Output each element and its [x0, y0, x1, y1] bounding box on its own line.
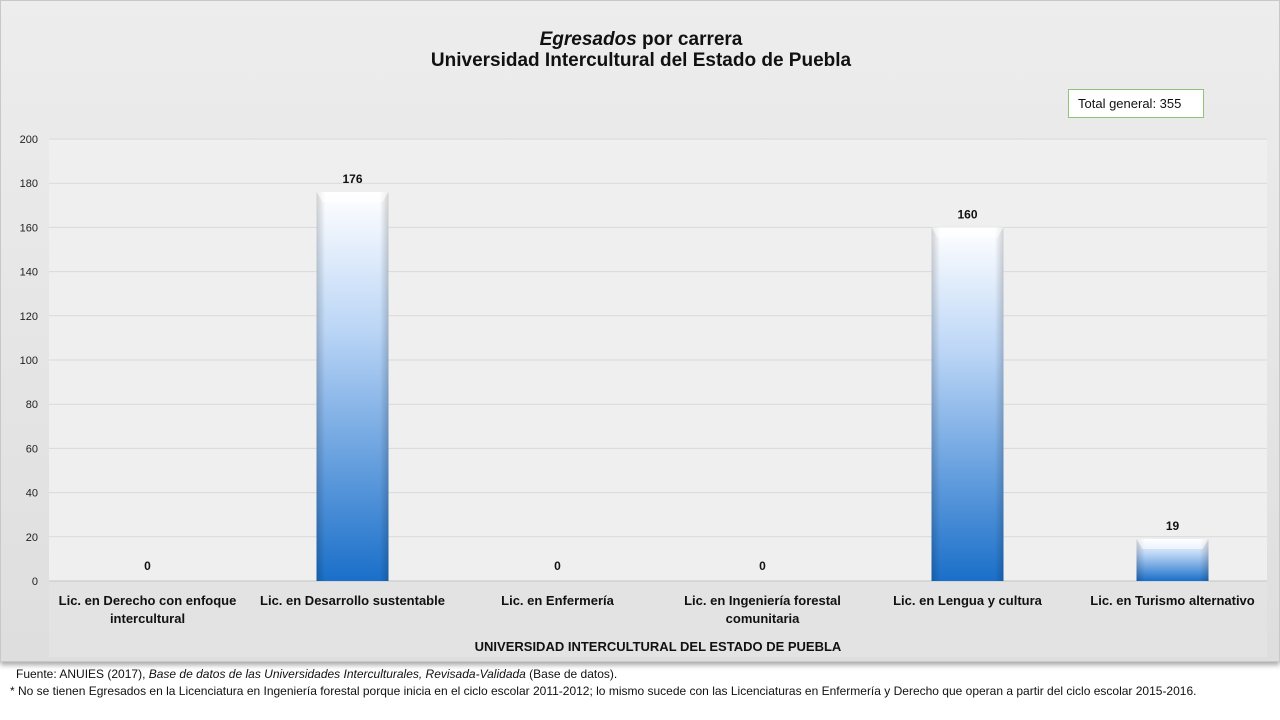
- data-label: 0: [144, 559, 151, 573]
- data-label: 160: [957, 207, 977, 221]
- bar-bevel: [931, 227, 1004, 238]
- bar-group: [1136, 539, 1209, 581]
- data-label: 0: [759, 559, 766, 573]
- source-prefix: Fuente: ANUIES (2017),: [16, 667, 149, 681]
- footer: Fuente: ANUIES (2017), Base de datos de …: [10, 666, 1250, 699]
- source-italic: Base de datos de las Universidades Inter…: [148, 667, 526, 681]
- y-tick-label: 80: [26, 399, 38, 411]
- footnote: * No se tienen Egresados en la Licenciat…: [10, 683, 1197, 698]
- y-tick-label: 180: [20, 178, 38, 190]
- bars: [316, 192, 1209, 582]
- bar-shade: [316, 192, 389, 582]
- data-label: 0: [554, 559, 561, 573]
- chart-subtitle: Universidad Intercultural del Estado de …: [430, 50, 852, 71]
- bar-bevel: [316, 192, 389, 203]
- chart-frame: Egresados por carrera Universidad Interc…: [0, 0, 1280, 662]
- bar-chart: 0 20 40 60 80 100 120 140 160 180 200 0 Lic. en Dere…: [20, 134, 1267, 657]
- data-label: 176: [342, 172, 362, 186]
- chart-title: Egresados por carrera Universidad Interc…: [1, 29, 1280, 71]
- source-line: Fuente: ANUIES (2017), Base de datos de …: [10, 666, 1250, 683]
- y-tick-label: 100: [20, 355, 38, 367]
- x-tick-label: Lic. en Desarrollo sustentable: [260, 593, 445, 608]
- total-general-box: Total general: 355: [1068, 89, 1204, 118]
- bar-group: [931, 227, 1004, 581]
- chart-title-italic: Egresados: [539, 29, 637, 50]
- x-tick-label: Lic. en Turismo alternativo: [1090, 593, 1255, 608]
- x-tick-label: Lic. en Lengua y cultura: [893, 593, 1043, 608]
- y-tick-label: 20: [26, 532, 38, 544]
- y-tick-label: 60: [26, 443, 38, 455]
- y-tick-label: 120: [20, 311, 38, 323]
- y-tick-label: 140: [20, 267, 38, 279]
- y-tick-label: 0: [32, 576, 38, 588]
- chart-title-rest: por carrera: [636, 29, 743, 50]
- bar-group: [316, 192, 389, 582]
- gridlines: [49, 138, 1267, 582]
- y-tick-label: 40: [26, 488, 38, 500]
- source-suffix: (Base de datos).: [525, 667, 618, 681]
- y-tick-label: 200: [20, 134, 38, 146]
- y-tick-label: 160: [20, 222, 38, 234]
- bar-shade: [931, 227, 1004, 581]
- x-tick-label: Lic. en Enfermería: [501, 593, 614, 608]
- bar-bevel: [1136, 539, 1209, 550]
- chart-title-line1: Egresados por carrera: [1, 29, 1280, 50]
- x-axis-title: UNIVERSIDAD INTERCULTURAL DEL ESTADO DE …: [475, 639, 842, 654]
- category-axis-band: [49, 581, 1267, 657]
- data-label: 19: [1166, 519, 1180, 533]
- x-tick-label: Lic. en Derecho con enfoque: [59, 593, 237, 608]
- x-tick-label: comunitaria: [726, 611, 800, 626]
- labels: 0 20 40 60 80 100 120 140 160 180 200 0 Lic. en Dere…: [20, 134, 1255, 626]
- x-tick-label: Lic. en Ingeniería forestal: [684, 593, 841, 608]
- x-tick-label: intercultural: [110, 611, 185, 626]
